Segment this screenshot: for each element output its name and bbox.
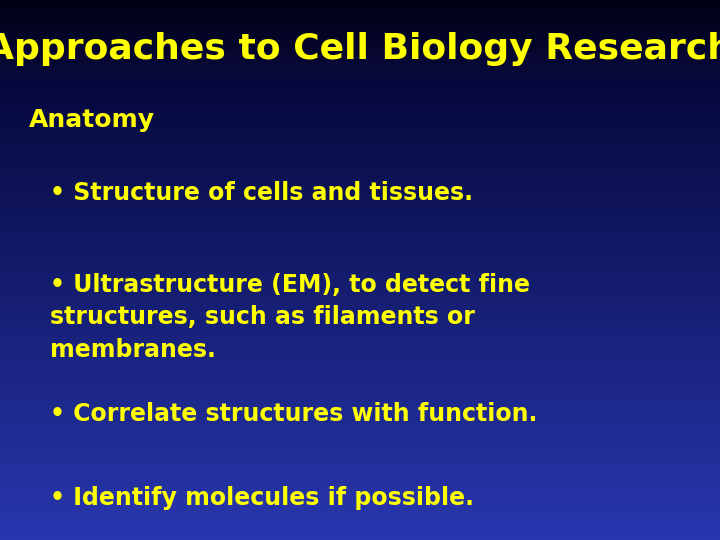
Text: • Identify molecules if possible.: • Identify molecules if possible. [50, 486, 474, 510]
Text: Approaches to Cell Biology Research: Approaches to Cell Biology Research [0, 32, 720, 66]
Text: • Structure of cells and tissues.: • Structure of cells and tissues. [50, 181, 474, 205]
Text: • Correlate structures with function.: • Correlate structures with function. [50, 402, 538, 426]
Text: Anatomy: Anatomy [29, 108, 155, 132]
Text: • Ultrastructure (EM), to detect fine
structures, such as filaments or
membranes: • Ultrastructure (EM), to detect fine st… [50, 273, 531, 362]
